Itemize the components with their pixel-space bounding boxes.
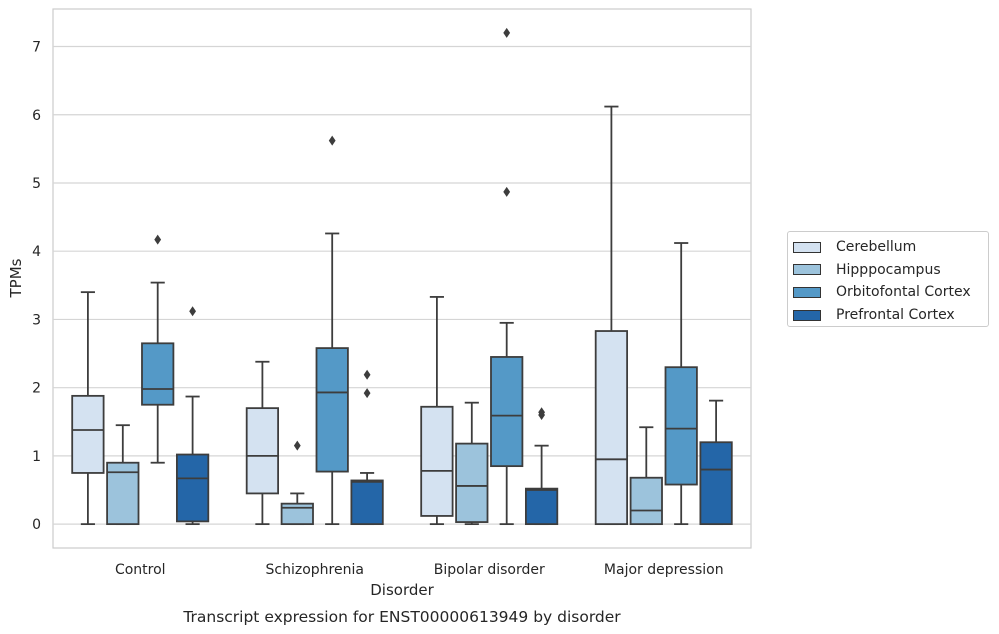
box-hipppocampus-schizophrenia: [280, 440, 314, 526]
y-axis-label: TPMs: [7, 258, 25, 298]
box-prefrontal-cortex-control-outlier-0: [189, 306, 196, 317]
legend-item-hippocampus: Hipppocampus: [793, 259, 988, 282]
x-tick-label-bipolar-disorder: Bipolar disorder: [434, 562, 545, 578]
box-hipppocampus-bipolar-disorder-body: [455, 442, 489, 523]
legend-label-prefrontal-cortex: Prefrontal Cortex: [836, 307, 955, 324]
box-orbitofontal-cortex-major-depression-body: [664, 366, 698, 486]
y-tick-label-7: 7: [32, 40, 41, 56]
y-tick-label-4: 4: [32, 244, 41, 260]
box-prefrontal-cortex-major-depression-body: [699, 441, 733, 526]
box-cerebellum-major-depression-body: [594, 330, 629, 526]
box-orbitofontal-cortex-bipolar-disorder-outlier-1: [503, 27, 511, 38]
x-tick-labels: Control Schizophrenia Bipolar disorder Majo…: [115, 562, 724, 578]
box-orbitofontal-cortex-control-outlier-0: [154, 234, 162, 245]
box-hipppocampus-schizophrenia-body: [280, 502, 314, 526]
x-tick-label-major-depression: Major depression: [604, 562, 724, 578]
box-orbitofontal-cortex-major-depression: [664, 242, 698, 526]
legend-label-hippocampus: Hipppocampus: [836, 261, 941, 278]
box-hipppocampus-schizophrenia-outlier-0: [293, 440, 301, 451]
box-orbitofontal-cortex-bipolar-disorder-outlier-0: [503, 186, 511, 197]
box-prefrontal-cortex-bipolar-disorder-body: [524, 487, 559, 526]
box-elements: [71, 27, 733, 526]
box-cerebellum-major-depression: [594, 105, 629, 526]
box-orbitofontal-cortex-schizophrenia: [315, 135, 349, 526]
y-tick-label-3: 3: [32, 312, 41, 328]
box-orbitofontal-cortex-schizophrenia-body: [315, 347, 349, 473]
box-cerebellum-schizophrenia-body: [245, 407, 280, 495]
box-orbitofontal-cortex-schizophrenia-outlier-0: [328, 135, 336, 146]
box-cerebellum-control: [71, 291, 105, 526]
legend-swatch-cerebellum: [793, 241, 821, 253]
box-hipppocampus-bipolar-disorder: [455, 401, 489, 526]
legend-item-orbitofrontal-cortex: Orbitofontal Cortex: [793, 281, 988, 304]
chart-title: Transcript expression for ENST0000061394…: [182, 608, 621, 626]
plot-area: [52, 8, 752, 549]
box-orbitofontal-cortex-control-body: [141, 342, 175, 406]
x-axis-label: Disorder: [370, 581, 434, 599]
box-prefrontal-cortex-major-depression: [699, 399, 733, 526]
x-tick-label-control: Control: [115, 562, 166, 578]
y-tick-labels: 0 1 2 3 4 5 6 7: [32, 40, 41, 534]
legend-swatch-orbitofrontal-cortex: [793, 286, 821, 298]
box-hipppocampus-major-depression-body: [629, 476, 663, 526]
box-cerebellum-bipolar-disorder-body: [420, 405, 454, 517]
legend-swatch-hippocampus: [793, 264, 821, 276]
legend-item-cerebellum: Cerebellum: [793, 236, 988, 259]
y-tick-label-5: 5: [32, 176, 41, 192]
box-prefrontal-cortex-bipolar-disorder-outlier-1: [538, 407, 545, 418]
box-orbitofontal-cortex-control: [141, 234, 175, 464]
y-tick-label-6: 6: [32, 108, 41, 124]
legend: Cerebellum Hipppocampus Orbitofontal Cor…: [787, 231, 989, 327]
box-prefrontal-cortex-control-body: [175, 453, 210, 523]
legend-swatch-prefrontal-cortex: [793, 309, 821, 321]
x-tick-label-schizophrenia: Schizophrenia: [266, 562, 364, 578]
box-prefrontal-cortex-schizophrenia-body: [350, 479, 384, 526]
box-prefrontal-cortex-schizophrenia: [350, 369, 384, 526]
legend-label-orbitofrontal-cortex: Orbitofontal Cortex: [836, 284, 971, 301]
y-tick-label-0: 0: [32, 517, 41, 533]
box-hipppocampus-control: [106, 424, 140, 526]
box-prefrontal-cortex-bipolar-disorder: [524, 407, 559, 526]
box-cerebellum-schizophrenia: [245, 360, 280, 526]
box-prefrontal-cortex-control: [175, 306, 210, 526]
box-cerebellum-control-body: [71, 394, 105, 474]
box-prefrontal-cortex-schizophrenia-outlier-0: [363, 388, 371, 399]
legend-label-cerebellum: Cerebellum: [836, 239, 917, 256]
legend-item-prefrontal-cortex: Prefrontal Cortex: [793, 304, 988, 327]
y-tick-label-1: 1: [32, 449, 41, 465]
box-prefrontal-cortex-schizophrenia-outlier-1: [363, 369, 371, 380]
box-orbitofontal-cortex-bipolar-disorder: [490, 27, 524, 526]
box-cerebellum-bipolar-disorder: [420, 296, 454, 526]
box-orbitofontal-cortex-bipolar-disorder-body: [490, 356, 524, 468]
y-tick-label-2: 2: [32, 381, 41, 397]
box-hipppocampus-major-depression: [629, 426, 663, 526]
